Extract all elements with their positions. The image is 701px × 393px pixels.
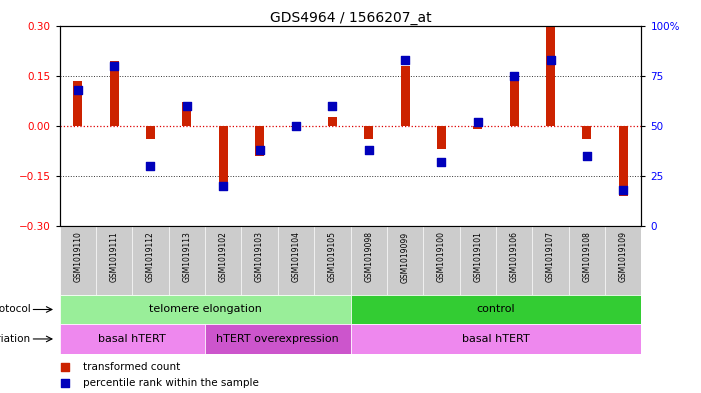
Bar bbox=[437, 126, 446, 149]
Bar bbox=[328, 118, 337, 126]
Bar bbox=[350, 295, 641, 324]
Point bbox=[182, 103, 193, 109]
Point bbox=[109, 62, 120, 69]
Bar bbox=[109, 61, 118, 126]
Bar bbox=[219, 126, 228, 191]
Text: basal hTERT: basal hTERT bbox=[462, 334, 530, 344]
Text: GSM1019105: GSM1019105 bbox=[328, 231, 336, 283]
Point bbox=[60, 380, 71, 386]
Point bbox=[72, 86, 83, 93]
Point bbox=[436, 159, 447, 165]
Bar bbox=[400, 66, 409, 126]
Text: GSM1019107: GSM1019107 bbox=[546, 231, 555, 283]
Text: GSM1019106: GSM1019106 bbox=[510, 231, 519, 283]
Text: GSM1019110: GSM1019110 bbox=[74, 231, 82, 282]
Point bbox=[472, 119, 484, 125]
Title: GDS4964 / 1566207_at: GDS4964 / 1566207_at bbox=[270, 11, 431, 24]
Point bbox=[290, 123, 301, 129]
Text: GSM1019109: GSM1019109 bbox=[619, 231, 627, 283]
Text: GSM1019104: GSM1019104 bbox=[292, 231, 301, 283]
Text: percentile rank within the sample: percentile rank within the sample bbox=[83, 378, 259, 388]
Text: GSM1019100: GSM1019100 bbox=[437, 231, 446, 283]
Text: GSM1019113: GSM1019113 bbox=[182, 231, 191, 282]
Bar bbox=[205, 324, 350, 354]
Bar bbox=[546, 27, 555, 126]
Bar bbox=[510, 74, 519, 126]
Text: GSM1019103: GSM1019103 bbox=[255, 231, 264, 283]
Point bbox=[545, 57, 556, 63]
Bar bbox=[364, 126, 373, 139]
Text: GSM1019101: GSM1019101 bbox=[473, 231, 482, 282]
Point bbox=[508, 72, 519, 79]
Bar bbox=[583, 126, 592, 139]
Point bbox=[254, 147, 265, 153]
Point bbox=[363, 147, 374, 153]
Text: GSM1019108: GSM1019108 bbox=[583, 231, 592, 282]
Text: GSM1019098: GSM1019098 bbox=[365, 231, 373, 283]
Bar bbox=[60, 295, 350, 324]
Point bbox=[217, 183, 229, 189]
Point bbox=[60, 364, 71, 371]
Bar bbox=[350, 324, 641, 354]
Text: GSM1019099: GSM1019099 bbox=[400, 231, 409, 283]
Bar bbox=[146, 126, 155, 139]
Text: control: control bbox=[477, 305, 515, 314]
Text: GSM1019112: GSM1019112 bbox=[146, 231, 155, 282]
Text: protocol: protocol bbox=[0, 305, 31, 314]
Bar bbox=[292, 126, 301, 127]
Point bbox=[400, 57, 411, 63]
Bar bbox=[255, 126, 264, 156]
Bar bbox=[60, 324, 205, 354]
Bar bbox=[619, 126, 628, 196]
Text: genotype/variation: genotype/variation bbox=[0, 334, 31, 344]
Text: GSM1019102: GSM1019102 bbox=[219, 231, 228, 282]
Text: GSM1019111: GSM1019111 bbox=[109, 231, 118, 282]
Bar bbox=[73, 81, 82, 126]
Text: telomere elongation: telomere elongation bbox=[149, 305, 261, 314]
Point bbox=[581, 152, 592, 159]
Bar bbox=[182, 102, 191, 126]
Text: basal hTERT: basal hTERT bbox=[98, 334, 166, 344]
Point bbox=[327, 103, 338, 109]
Text: hTERT overexpression: hTERT overexpression bbox=[217, 334, 339, 344]
Point bbox=[145, 163, 156, 169]
Text: transformed count: transformed count bbox=[83, 362, 180, 373]
Bar bbox=[473, 126, 482, 129]
Point bbox=[618, 187, 629, 193]
